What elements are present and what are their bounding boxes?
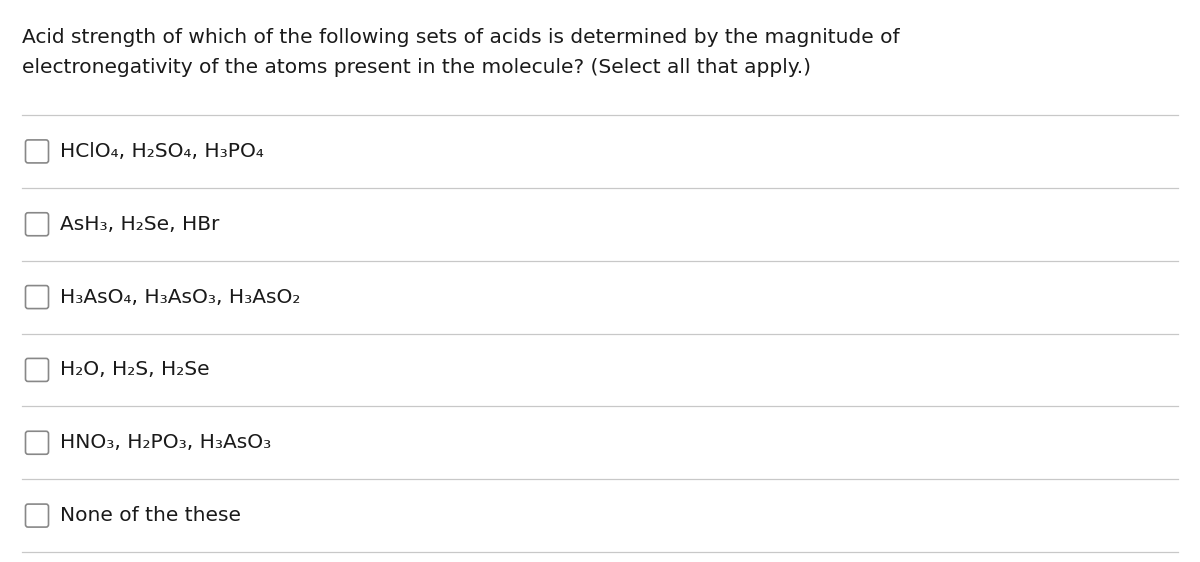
- Text: AsH₃, H₂Se, HBr: AsH₃, H₂Se, HBr: [60, 215, 220, 234]
- FancyBboxPatch shape: [25, 431, 48, 454]
- Text: Acid strength of which of the following sets of acids is determined by the magni: Acid strength of which of the following …: [22, 28, 900, 47]
- FancyBboxPatch shape: [25, 285, 48, 309]
- Text: None of the these: None of the these: [60, 506, 241, 525]
- Text: electronegativity of the atoms present in the molecule? (Select all that apply.): electronegativity of the atoms present i…: [22, 58, 811, 77]
- FancyBboxPatch shape: [25, 504, 48, 527]
- Text: HNO₃, H₂PO₃, H₃AsO₃: HNO₃, H₂PO₃, H₃AsO₃: [60, 433, 271, 452]
- Text: H₂O, H₂S, H₂Se: H₂O, H₂S, H₂Se: [60, 360, 210, 379]
- FancyBboxPatch shape: [25, 359, 48, 382]
- FancyBboxPatch shape: [25, 213, 48, 235]
- FancyBboxPatch shape: [25, 140, 48, 163]
- Text: HClO₄, H₂SO₄, H₃PO₄: HClO₄, H₂SO₄, H₃PO₄: [60, 142, 264, 161]
- Text: H₃AsO₄, H₃AsO₃, H₃AsO₂: H₃AsO₄, H₃AsO₃, H₃AsO₂: [60, 288, 300, 307]
